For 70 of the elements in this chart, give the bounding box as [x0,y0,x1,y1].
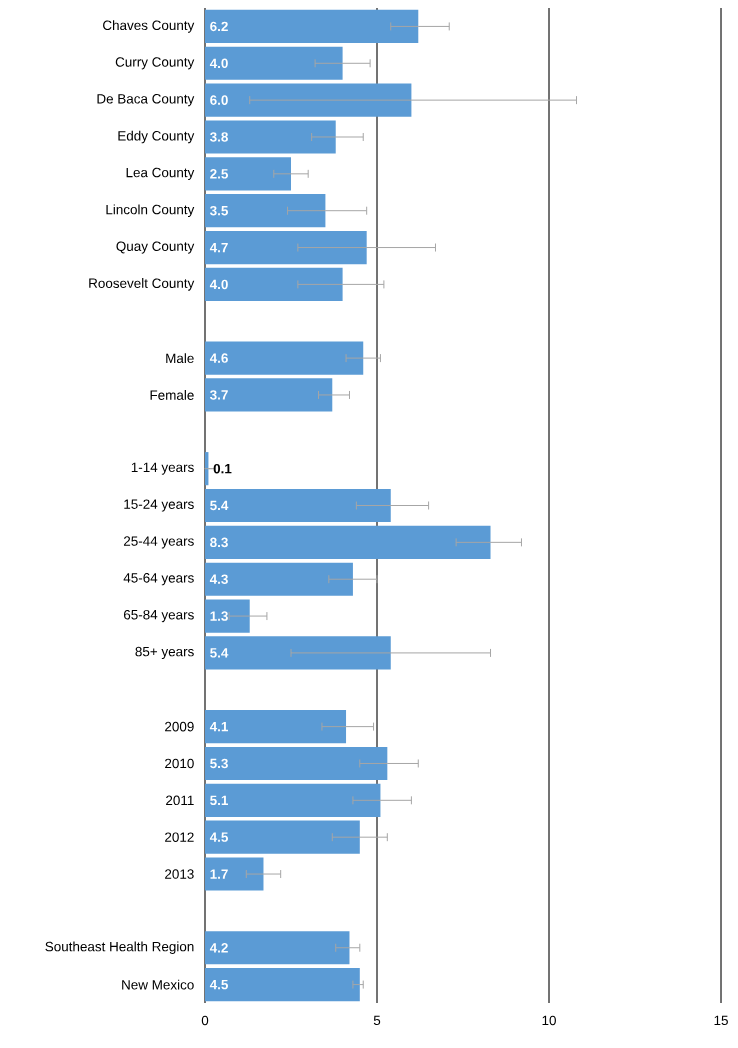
data-label: 4.0 [209,58,228,69]
bar [205,746,388,781]
data-label: 1.7 [210,869,228,879]
bar [205,194,326,228]
bar [205,968,360,1002]
data-label: 0.1 [213,463,232,474]
y-tick-label: 25-44 years [123,536,194,549]
y-tick-label: 65-84 years [123,609,194,623]
bar [205,562,353,596]
bar [205,341,364,375]
y-tick-label: De Baca County [97,94,195,107]
data-label: 4.5 [209,832,229,842]
y-tick-label: 2009 [165,721,194,732]
y-tick-label: 85+ years [135,646,194,660]
bar [205,120,336,154]
y-tick-label: Roosevelt County [89,278,195,291]
data-label: 5.4 [210,500,229,511]
bar [205,525,491,559]
data-label: 4.3 [209,574,228,584]
data-label: 6.2 [210,21,228,32]
data-label: 8.3 [210,537,228,548]
data-label: 3.7 [210,390,228,400]
y-tick-label: New Mexico [122,979,194,990]
y-tick-label: Southeast Health Region [45,941,194,955]
data-label: 4.1 [209,722,229,732]
y-tick-label: 1-14 years [131,462,194,475]
data-label: 2.5 [210,169,229,179]
bar [205,378,333,412]
data-label: 4.0 [209,279,228,290]
y-tick-label: 15-24 years [124,499,194,512]
y-tick-label: 2010 [165,758,194,769]
y-tick-label: 45-64 years [123,573,194,586]
y-tick-label: Curry County [115,57,195,70]
data-label: 4.7 [209,242,228,253]
data-label: 5.1 [210,795,229,806]
data-label: 3.5 [210,205,229,216]
bar [205,157,291,191]
x-tick-label: 15 [714,1015,728,1026]
y-tick-label: Quay County [116,241,195,254]
data-label: 6.0 [210,95,228,105]
y-tick-label: Female [150,390,194,400]
y-tick-label: 2011 [166,795,194,806]
bar [205,9,419,44]
y-tick-label: Male [166,353,194,364]
x-tick-label: 5 [373,1015,381,1026]
bar [205,710,347,744]
bar [205,931,350,965]
y-tick-label: Lincoln County [106,204,195,217]
x-tick-label: 0 [201,1015,209,1026]
bar [205,783,381,817]
data-label: 3.8 [210,132,228,142]
bar [205,267,343,301]
data-label: 5.3 [210,758,228,769]
y-tick-label: 2012 [165,832,194,842]
x-tick-label: 10 [542,1015,556,1026]
bar [205,857,264,891]
y-tick-label: 2013 [165,869,194,879]
data-label: 4.2 [209,943,228,953]
bar [205,820,360,854]
data-label: 5.4 [210,648,229,658]
y-tick-label: Lea County [126,167,195,180]
y-tick-label: Chaves County [103,20,195,33]
bar [205,599,250,633]
bar [205,230,367,265]
bar [205,46,343,80]
y-tick-label: Eddy County [118,130,195,144]
data-label: 4.5 [209,979,229,990]
data-label: 4.6 [209,353,228,363]
data-label: 1.3 [210,611,228,621]
bar [205,488,391,523]
